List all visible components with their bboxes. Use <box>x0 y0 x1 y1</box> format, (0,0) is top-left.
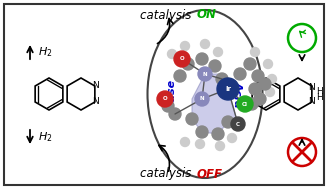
Circle shape <box>263 60 273 68</box>
Text: Ir: Ir <box>225 86 231 92</box>
Text: N: N <box>92 81 99 91</box>
Text: N: N <box>308 97 315 105</box>
Text: ON: ON <box>197 9 217 22</box>
Text: Base: Base <box>167 79 177 109</box>
Circle shape <box>157 91 173 107</box>
Circle shape <box>231 117 245 131</box>
Circle shape <box>169 108 181 120</box>
Circle shape <box>174 51 190 67</box>
Text: catalysis: catalysis <box>140 167 195 180</box>
Circle shape <box>195 92 209 106</box>
Circle shape <box>174 70 186 82</box>
Circle shape <box>222 116 234 128</box>
Circle shape <box>196 53 208 65</box>
Circle shape <box>268 74 277 84</box>
Text: N: N <box>308 83 315 91</box>
Circle shape <box>182 58 194 70</box>
Circle shape <box>234 68 246 80</box>
Circle shape <box>209 60 221 72</box>
Circle shape <box>212 128 224 140</box>
Circle shape <box>216 73 228 85</box>
Circle shape <box>180 138 190 146</box>
Text: Acid: Acid <box>233 81 243 107</box>
Text: N: N <box>200 97 204 101</box>
Text: O: O <box>163 97 167 101</box>
Circle shape <box>228 133 236 143</box>
Circle shape <box>259 78 271 90</box>
Circle shape <box>196 126 208 138</box>
Polygon shape <box>192 74 238 134</box>
Circle shape <box>215 142 224 150</box>
Text: H: H <box>317 92 323 101</box>
Circle shape <box>246 98 258 110</box>
Text: $H_2$: $H_2$ <box>38 45 52 59</box>
Text: $H_2$: $H_2$ <box>38 130 52 144</box>
Circle shape <box>168 50 176 59</box>
Circle shape <box>265 88 275 97</box>
Circle shape <box>186 113 198 125</box>
Circle shape <box>254 93 266 105</box>
Circle shape <box>214 47 222 57</box>
Circle shape <box>249 83 261 95</box>
Text: Cl: Cl <box>242 101 248 106</box>
Text: OFF: OFF <box>197 167 223 180</box>
Text: N: N <box>203 71 207 77</box>
Text: O: O <box>180 57 184 61</box>
Text: N: N <box>92 98 99 106</box>
Circle shape <box>162 100 174 112</box>
Text: C: C <box>236 122 240 126</box>
Circle shape <box>195 139 204 149</box>
Circle shape <box>200 40 210 49</box>
Circle shape <box>252 70 264 82</box>
Circle shape <box>180 42 190 50</box>
Circle shape <box>251 47 259 57</box>
Circle shape <box>244 58 256 70</box>
Circle shape <box>198 67 212 81</box>
Text: catalysis: catalysis <box>140 9 195 22</box>
Circle shape <box>217 78 239 100</box>
Text: H: H <box>317 87 323 95</box>
Circle shape <box>237 96 253 112</box>
